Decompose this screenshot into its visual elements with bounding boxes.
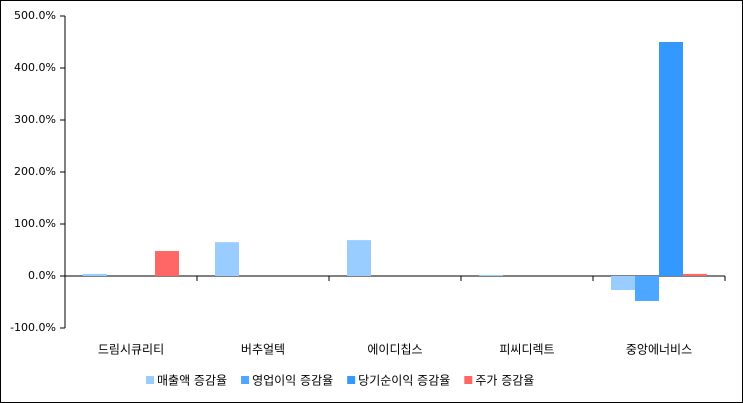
y-tick-label: 100.0%	[14, 217, 56, 230]
bar	[683, 273, 707, 276]
bar	[635, 276, 659, 301]
y-tick-label: 200.0%	[14, 165, 56, 178]
legend-label: 주가 증감율	[475, 374, 534, 388]
legend-swatch	[464, 376, 473, 384]
y-tick-label: -100.0%	[10, 321, 56, 334]
bar	[155, 251, 179, 276]
bar	[611, 276, 635, 291]
x-tick-label: 에이디칩스	[367, 343, 422, 357]
legend-swatch	[146, 376, 154, 384]
legend-swatch	[347, 376, 356, 384]
bar	[83, 273, 107, 276]
legend-swatch	[241, 376, 250, 384]
bar	[659, 42, 683, 276]
legend-label: 영업이익 증감율	[252, 374, 333, 388]
legend-label: 당기순이익 증감율	[358, 374, 450, 388]
x-tick-label: 드림시큐리티	[98, 343, 164, 357]
y-tick-label: 300.0%	[14, 113, 56, 126]
x-tick-label: 피씨디렉트	[499, 343, 554, 357]
x-tick-label: 중앙에너비스	[626, 343, 692, 357]
bar	[215, 242, 239, 276]
x-tick-label: 버추얼텍	[241, 343, 285, 357]
y-tick-label: 500.0%	[14, 9, 56, 22]
bar	[347, 240, 371, 276]
legend-label: 매출액 증감율	[157, 374, 227, 388]
y-tick-label: 400.0%	[14, 61, 56, 74]
y-tick-label: 0.0%	[28, 269, 56, 282]
bar	[479, 274, 503, 276]
